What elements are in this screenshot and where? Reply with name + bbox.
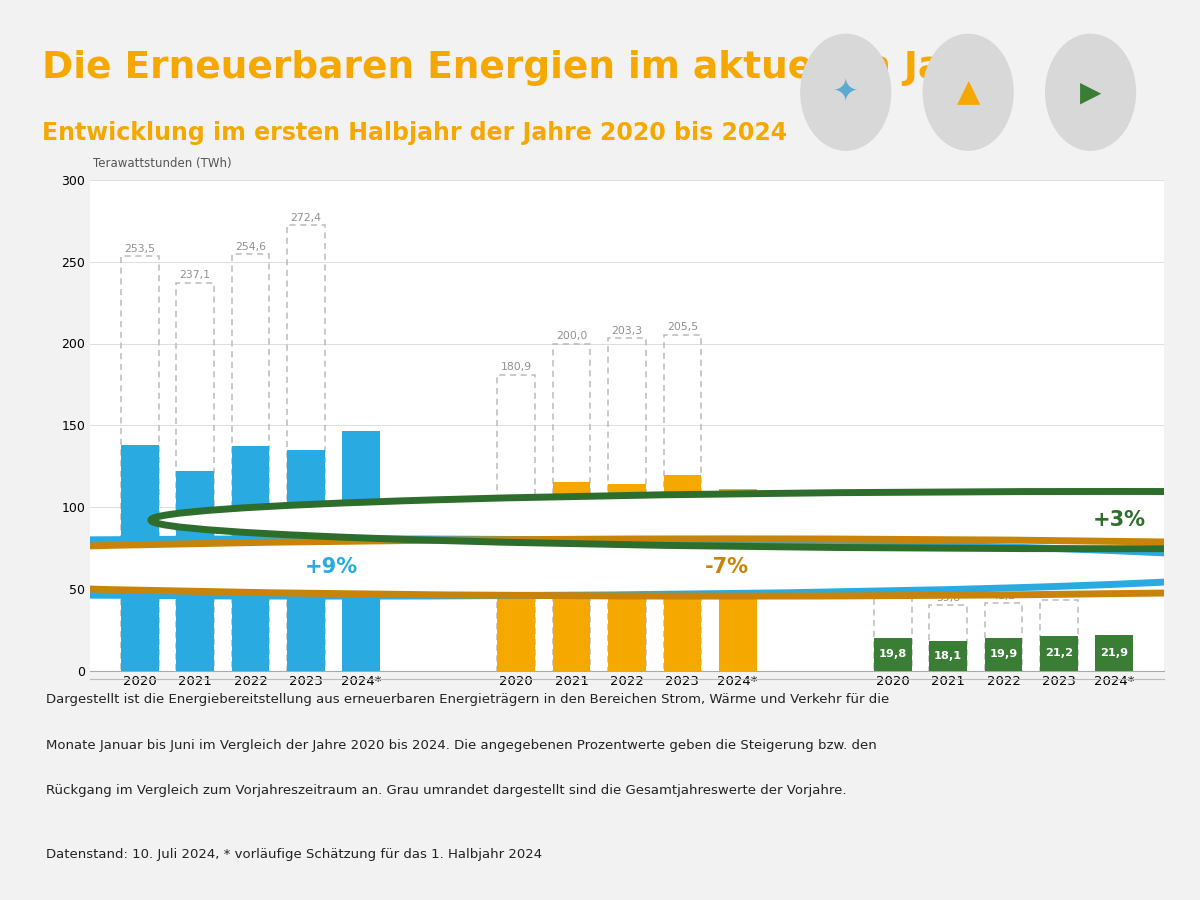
Text: 137,6: 137,6 [233,553,269,563]
Bar [985,603,1022,670]
Bar [1096,634,1133,670]
Circle shape [151,491,1200,549]
Text: 272,4: 272,4 [290,212,322,222]
Text: Die Erneuerbaren Energien im aktuellen Jahr: Die Erneuerbaren Energien im aktuellen J… [42,50,989,86]
Text: 253,5: 253,5 [125,244,155,254]
Text: Terawattstunden (TWh): Terawattstunden (TWh) [92,158,232,170]
Text: 119,5: 119,5 [665,568,701,578]
Text: Rückgang im Vergleich zum Vorjahreszeitraum an. Grau umrandet dargestellt sind d: Rückgang im Vergleich zum Vorjahreszeitr… [46,784,846,796]
Bar [287,450,325,670]
Bar [608,338,646,670]
Bar [608,484,646,670]
Bar [232,446,269,670]
Bar [121,256,158,670]
Text: 21,9: 21,9 [1100,648,1128,658]
Bar [121,446,158,670]
Bar [664,335,701,670]
Bar [342,431,380,670]
Text: 43,2: 43,2 [1046,588,1070,598]
Text: 137,7: 137,7 [122,553,158,562]
Text: 111,3: 111,3 [720,574,756,584]
Text: ▲: ▲ [956,77,980,107]
Text: 237,1: 237,1 [180,270,211,281]
Text: Dargestellt ist die Energiebereitstellung aus erneuerbaren Energieträgern in den: Dargestellt ist die Energiebereitstellun… [46,693,889,706]
Text: 115,1: 115,1 [553,572,589,581]
Text: ✦: ✦ [833,77,858,107]
Bar [929,606,967,670]
Bar [664,475,701,670]
Text: 100,6: 100,6 [498,583,534,593]
Text: 44,3: 44,3 [881,586,905,596]
Text: ▶: ▶ [1080,78,1102,106]
Text: 122,2: 122,2 [178,565,214,576]
Ellipse shape [1045,34,1135,150]
Text: +3%: +3% [1093,510,1146,530]
Text: 205,5: 205,5 [667,322,698,332]
Bar [498,374,535,670]
Ellipse shape [800,34,890,150]
Bar [874,598,912,670]
Text: 39,8: 39,8 [936,593,960,603]
Bar [985,638,1022,670]
Bar [553,482,590,670]
Ellipse shape [923,34,1013,150]
Text: Entwicklung im ersten Halbjahr der Jahre 2020 bis 2024: Entwicklung im ersten Halbjahr der Jahre… [42,121,787,145]
Bar [553,344,590,670]
Bar [498,506,535,670]
Text: +9%: +9% [305,557,358,578]
Circle shape [0,539,1200,596]
Bar [176,471,214,670]
Text: -7%: -7% [704,557,749,578]
Text: 254,6: 254,6 [235,242,266,252]
Text: 200,0: 200,0 [556,331,587,341]
Text: 41,2: 41,2 [991,590,1015,600]
Text: Datenstand: 10. Juli 2024, * vorläufige Schätzung für das 1. Halbjahr 2024: Datenstand: 10. Juli 2024, * vorläufige … [46,848,541,861]
Text: 18,1: 18,1 [934,651,962,661]
Text: 21,2: 21,2 [1045,648,1073,658]
Bar [1040,635,1078,670]
Bar [232,254,269,670]
Text: 113,8: 113,8 [608,572,646,582]
Bar [176,283,214,670]
Text: 180,9: 180,9 [500,363,532,373]
Bar [1040,600,1078,670]
Text: 203,3: 203,3 [612,326,642,336]
Text: 19,8: 19,8 [878,649,907,660]
Text: 146,6: 146,6 [343,545,379,555]
Bar [929,641,967,670]
Bar [719,489,756,670]
Text: Monate Januar bis Juni im Vergleich der Jahre 2020 bis 2024. Die angegebenen Pro: Monate Januar bis Juni im Vergleich der … [46,739,876,752]
Bar [874,638,912,670]
Circle shape [0,539,1200,596]
Text: 19,9: 19,9 [989,649,1018,659]
Text: 135,0: 135,0 [288,555,324,565]
Bar [287,225,325,670]
